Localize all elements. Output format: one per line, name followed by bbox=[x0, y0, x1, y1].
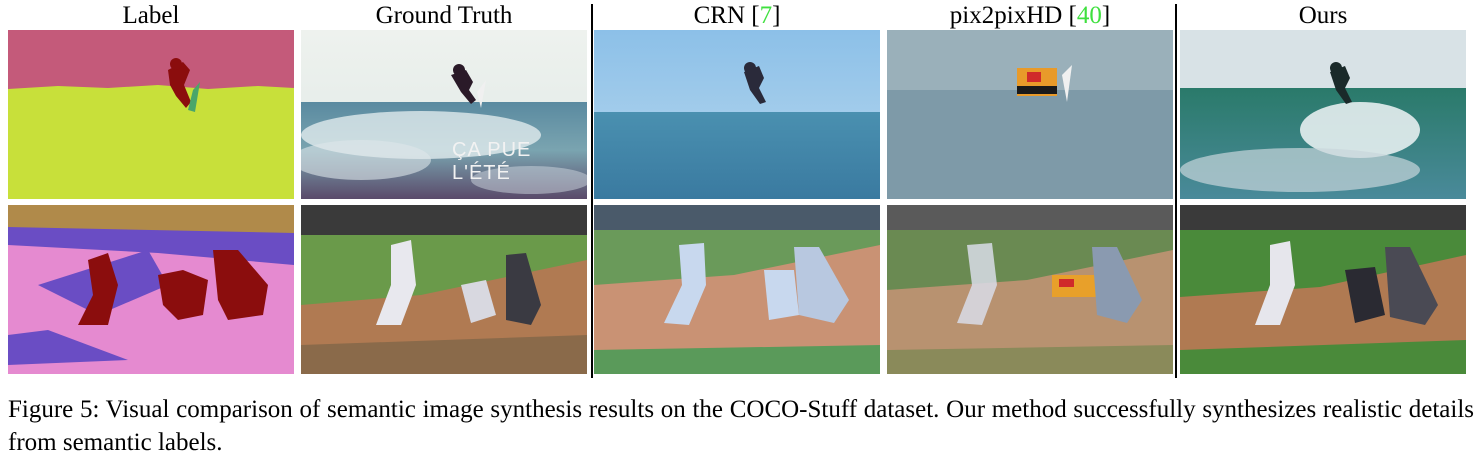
citation-ref: 40 bbox=[1076, 2, 1102, 29]
pix2pixhd-result-surf bbox=[887, 30, 1173, 199]
ground-truth-baseball bbox=[301, 205, 587, 374]
crn-result-baseball bbox=[594, 205, 880, 374]
column-separator bbox=[591, 4, 593, 378]
column-separator bbox=[1175, 4, 1177, 378]
crn-result-surf bbox=[594, 30, 880, 199]
column-title-ground-truth: Ground Truth bbox=[375, 2, 513, 29]
ours-result-baseball bbox=[1180, 205, 1466, 374]
column-title-label: Label bbox=[122, 2, 180, 29]
column-title-pix2pixhd: pix2pixHD [40] bbox=[949, 2, 1111, 29]
label-map-surf bbox=[8, 30, 294, 199]
figure-caption: Figure 5: Visual comparison of semantic … bbox=[8, 396, 1474, 456]
ground-truth-surf: ÇA PUE L'ÉTÉ bbox=[301, 30, 587, 199]
watermark-text: ÇA PUE L'ÉTÉ bbox=[452, 139, 532, 184]
ours-result-surf bbox=[1180, 30, 1466, 199]
pix2pixhd-result-baseball bbox=[887, 205, 1173, 374]
column-title-ours: Ours bbox=[1298, 2, 1348, 29]
label-map-baseball bbox=[8, 205, 294, 374]
citation-ref: 7 bbox=[759, 2, 773, 29]
column-title-crn: CRN [7] bbox=[693, 2, 781, 29]
